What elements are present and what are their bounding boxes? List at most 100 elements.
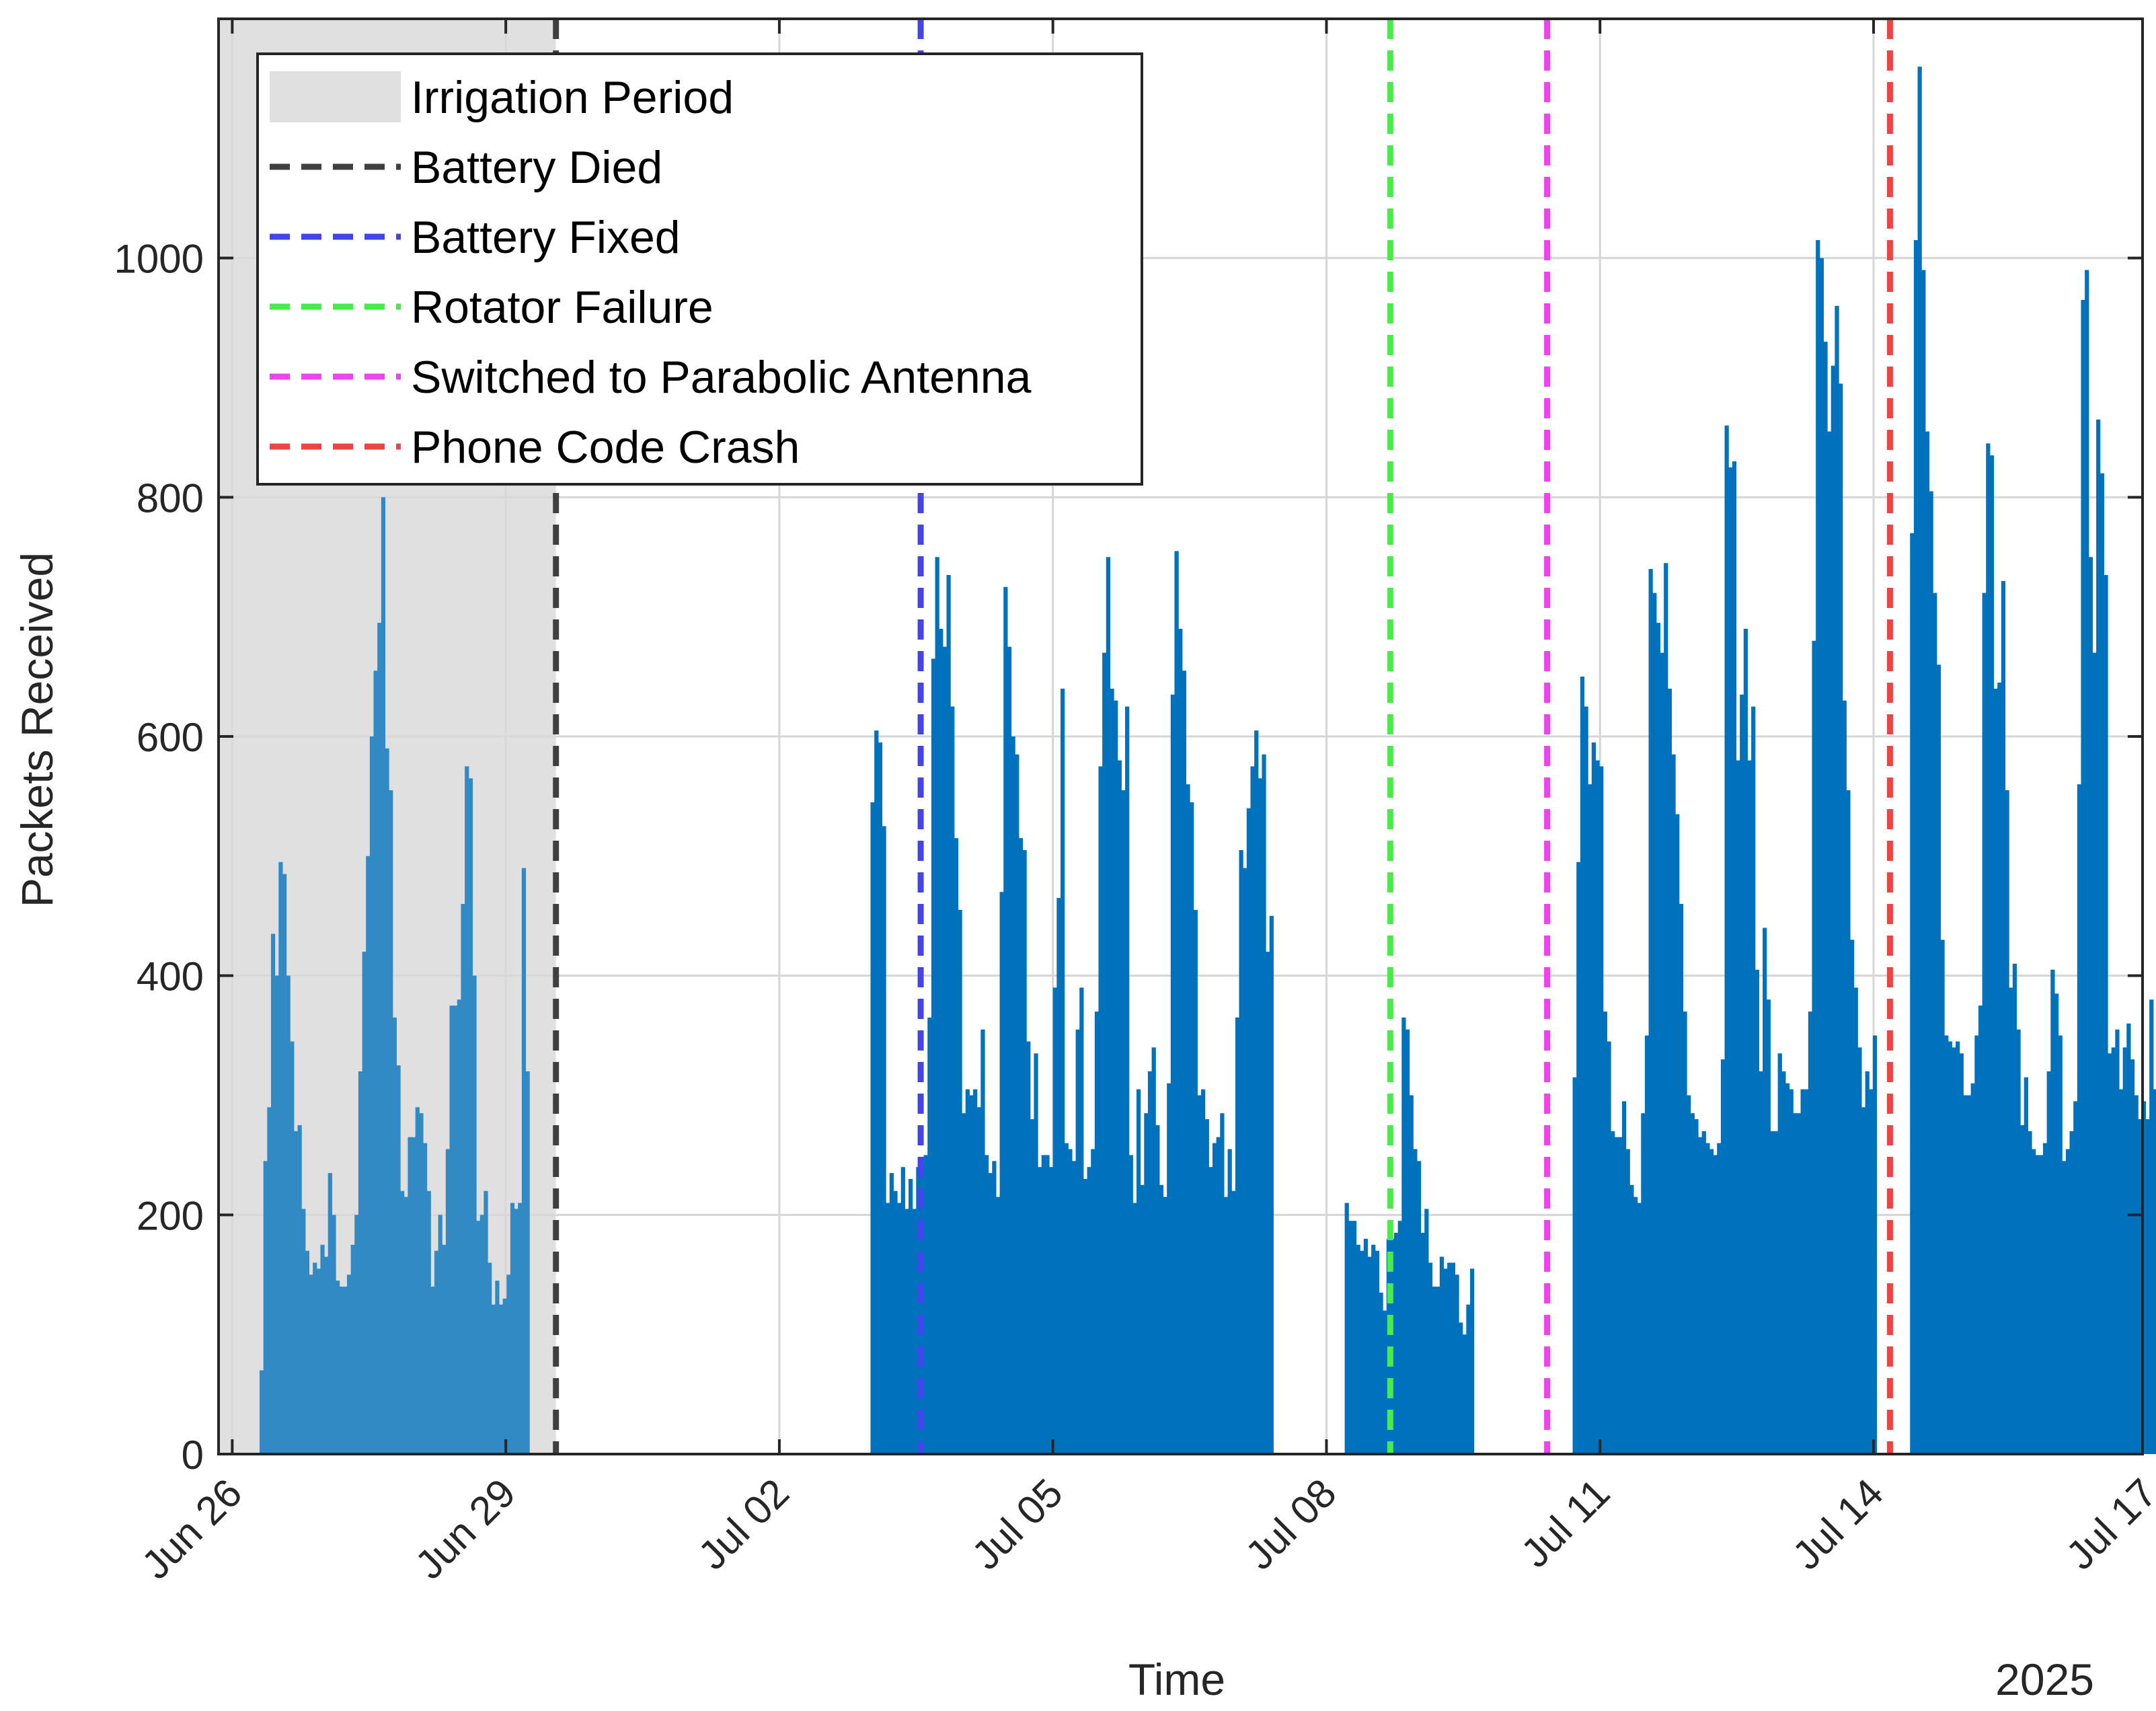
bar-163 [1220, 1113, 1225, 1454]
bar-0 [260, 1370, 264, 1454]
bar-349 [2130, 1059, 2135, 1454]
bar-9 [293, 1131, 299, 1454]
bar-298 [1936, 664, 1941, 1454]
bar-161 [1212, 1143, 1217, 1454]
bar-23 [346, 1275, 352, 1454]
bar-206 [1455, 1275, 1459, 1454]
bar-264 [1773, 1131, 1779, 1454]
bar-6 [282, 874, 287, 1454]
bar-342 [2104, 574, 2108, 1454]
bar-27 [362, 952, 367, 1454]
bar-101 [984, 1155, 989, 1454]
bar-71 [870, 802, 875, 1454]
bar-89 [939, 628, 944, 1455]
bar-42 [419, 1113, 424, 1454]
bar-250 [1720, 1059, 1726, 1454]
bar-45 [430, 1287, 435, 1454]
bar-211 [1572, 1077, 1577, 1454]
bar-326 [2042, 1143, 2048, 1454]
bar-82 [912, 1209, 917, 1454]
bar-293 [1917, 67, 1922, 1455]
bar-74 [882, 826, 886, 1454]
bar-150 [1170, 694, 1176, 1454]
bar-33 [385, 748, 389, 1454]
bar-186 [1379, 1292, 1383, 1454]
bar-261 [1763, 927, 1767, 1454]
bar-129 [1091, 1149, 1095, 1454]
bar-285 [1853, 987, 1858, 1454]
legend-swatch-0 [270, 71, 401, 122]
bar-69 [521, 868, 527, 1454]
bar-49 [445, 1149, 451, 1454]
bar-278 [1827, 431, 1832, 1454]
bar-225 [1625, 1149, 1630, 1454]
bar-65 [506, 1275, 511, 1454]
x-axis-label: Time [1128, 1655, 1225, 1704]
bar-344 [2111, 1047, 2116, 1454]
bar-96 [965, 1089, 970, 1454]
bar-280 [1835, 305, 1839, 1454]
bar-87 [931, 658, 936, 1454]
bar-205 [1451, 1262, 1456, 1454]
bar-151 [1174, 551, 1179, 1454]
bar-95 [962, 1113, 966, 1454]
bar-275 [1816, 239, 1820, 1454]
bar-159 [1204, 1119, 1209, 1454]
bar-240 [1683, 1012, 1687, 1454]
legend: Irrigation Period Battery Died Battery Fix… [256, 52, 1143, 486]
bar-130 [1094, 1012, 1100, 1454]
bar-97 [969, 1095, 974, 1454]
bar-86 [927, 1017, 932, 1454]
bar-30 [373, 671, 378, 1454]
bar-102 [988, 1173, 993, 1454]
legend-label-4: Switched to Parabolic Antenna [411, 352, 1032, 403]
bar-171 [1250, 766, 1255, 1454]
bar-219 [1603, 1012, 1607, 1454]
axes [217, 17, 2144, 1455]
bar-288 [1865, 1071, 1870, 1454]
bar-29 [369, 736, 375, 1454]
bar-44 [426, 1190, 431, 1454]
bar-306 [1966, 1095, 1972, 1454]
bar-174 [1262, 754, 1266, 1454]
bar-263 [1770, 1131, 1775, 1454]
bar-239 [1679, 903, 1683, 1454]
bar-92 [950, 706, 955, 1454]
bar-155 [1190, 802, 1194, 1454]
bar-146 [1155, 1125, 1160, 1454]
bar-119 [1052, 987, 1057, 1454]
bar-235 [1664, 563, 1668, 1455]
bar-331 [2062, 1161, 2067, 1454]
bar-311 [1986, 443, 1991, 1454]
bar-353 [2145, 1119, 2150, 1454]
bar-35 [392, 1017, 397, 1454]
bar-112 [1026, 1041, 1031, 1454]
bar-84 [919, 1161, 925, 1454]
bar-26 [358, 1071, 363, 1454]
bar-162 [1216, 1137, 1221, 1454]
bar-190 [1394, 1233, 1399, 1454]
bar-176 [1269, 915, 1274, 1454]
bar-43 [422, 1143, 428, 1454]
bar-85 [923, 1155, 928, 1454]
y-tick-label-5: 1000 [114, 237, 204, 282]
bar-153 [1182, 671, 1187, 1454]
bar-232 [1652, 593, 1657, 1454]
bar-72 [874, 730, 879, 1454]
bar-183 [1367, 1256, 1372, 1454]
bar-14 [313, 1262, 317, 1454]
bar-319 [2016, 1029, 2021, 1454]
bar-328 [2050, 969, 2055, 1454]
bar-304 [1959, 1053, 1964, 1454]
bar-113 [1030, 1119, 1035, 1454]
bar-312 [1989, 455, 1995, 1454]
bar-273 [1808, 1012, 1813, 1454]
bar-335 [2077, 784, 2082, 1454]
bar-48 [442, 1244, 447, 1454]
bar-226 [1629, 1184, 1634, 1454]
bar-8 [290, 1041, 295, 1454]
bar-341 [2100, 473, 2104, 1455]
bar-287 [1861, 1107, 1866, 1454]
bar-314 [1997, 682, 2002, 1454]
